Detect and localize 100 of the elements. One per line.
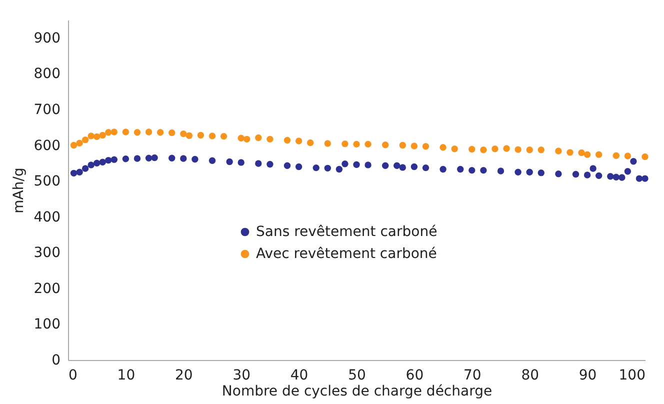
x-tick-label: 80 bbox=[521, 368, 540, 384]
point bbox=[572, 170, 580, 178]
point bbox=[584, 172, 591, 178]
x-tick-label: 50 bbox=[348, 368, 366, 384]
point bbox=[192, 156, 198, 163]
point bbox=[180, 155, 187, 162]
x-tick-label: 10 bbox=[117, 368, 136, 384]
y-tick-label: 900 bbox=[34, 30, 60, 46]
point bbox=[284, 162, 291, 170]
point bbox=[566, 149, 574, 156]
point bbox=[399, 164, 406, 171]
point bbox=[440, 166, 446, 173]
point bbox=[578, 149, 585, 156]
point bbox=[76, 168, 83, 176]
point bbox=[122, 156, 130, 162]
point bbox=[306, 139, 314, 146]
point bbox=[353, 140, 360, 148]
point bbox=[607, 173, 614, 180]
y-tick-label: 100 bbox=[34, 316, 60, 333]
legend-label: Avec revêtement carboné bbox=[256, 246, 437, 262]
point bbox=[538, 169, 544, 176]
y-tick-label: 200 bbox=[34, 280, 60, 297]
point bbox=[642, 153, 648, 160]
point bbox=[480, 166, 487, 174]
point bbox=[555, 170, 562, 178]
point bbox=[342, 160, 348, 168]
point bbox=[266, 160, 274, 168]
point bbox=[168, 129, 176, 136]
point bbox=[555, 148, 562, 154]
point bbox=[134, 129, 141, 136]
x-axis-title: Nombre de cycles de charge décharge bbox=[222, 384, 492, 400]
x-tick-label: 90 bbox=[578, 368, 597, 384]
point bbox=[595, 151, 602, 158]
point bbox=[451, 145, 458, 152]
x-tick-label: 20 bbox=[174, 368, 193, 384]
point bbox=[324, 140, 332, 147]
point bbox=[105, 129, 112, 136]
point bbox=[238, 159, 244, 166]
point bbox=[399, 142, 406, 149]
point bbox=[168, 154, 176, 162]
point bbox=[151, 154, 158, 162]
point bbox=[266, 136, 274, 143]
point bbox=[70, 170, 78, 177]
point bbox=[70, 142, 78, 149]
point bbox=[612, 174, 620, 180]
point bbox=[342, 140, 348, 148]
point bbox=[538, 146, 544, 154]
point bbox=[255, 160, 262, 167]
point bbox=[492, 145, 498, 152]
point bbox=[220, 132, 228, 140]
point bbox=[197, 132, 204, 139]
point bbox=[284, 136, 291, 144]
point bbox=[180, 130, 187, 138]
point bbox=[618, 174, 626, 181]
point bbox=[134, 155, 141, 162]
point bbox=[468, 146, 476, 153]
point bbox=[82, 136, 89, 144]
point bbox=[526, 168, 533, 176]
point bbox=[110, 128, 118, 136]
point bbox=[630, 158, 637, 165]
x-tick-label: 30 bbox=[232, 368, 251, 384]
point bbox=[88, 162, 94, 168]
point bbox=[364, 140, 372, 148]
point bbox=[422, 164, 430, 172]
y-axis-title: mAh/g bbox=[10, 168, 27, 214]
point bbox=[457, 166, 464, 173]
x-tick-label: 70 bbox=[463, 368, 482, 384]
point bbox=[238, 134, 244, 142]
point bbox=[468, 166, 476, 174]
point bbox=[82, 165, 89, 172]
point bbox=[99, 158, 106, 166]
point bbox=[590, 165, 596, 172]
point bbox=[514, 168, 522, 176]
x-tick-label: 40 bbox=[290, 368, 308, 384]
point bbox=[612, 152, 620, 159]
y-tick-label: 300 bbox=[34, 245, 60, 262]
point bbox=[595, 172, 602, 180]
point bbox=[382, 142, 389, 148]
x-tick-label: 60 bbox=[406, 368, 424, 384]
point bbox=[88, 132, 94, 140]
point bbox=[624, 168, 632, 175]
point bbox=[636, 175, 643, 182]
point bbox=[382, 162, 389, 170]
point bbox=[208, 157, 216, 164]
point bbox=[122, 128, 130, 136]
y-tick-label: 800 bbox=[34, 66, 60, 82]
point bbox=[497, 168, 504, 174]
point bbox=[93, 160, 100, 167]
point bbox=[364, 162, 372, 168]
point bbox=[186, 132, 193, 139]
point bbox=[336, 166, 343, 173]
point bbox=[295, 163, 302, 170]
y-tick-label: 700 bbox=[34, 102, 60, 118]
point bbox=[244, 136, 250, 143]
point bbox=[514, 146, 522, 153]
point bbox=[410, 142, 418, 150]
point bbox=[353, 161, 360, 168]
point bbox=[156, 129, 164, 136]
point bbox=[99, 132, 106, 139]
point bbox=[110, 156, 118, 163]
